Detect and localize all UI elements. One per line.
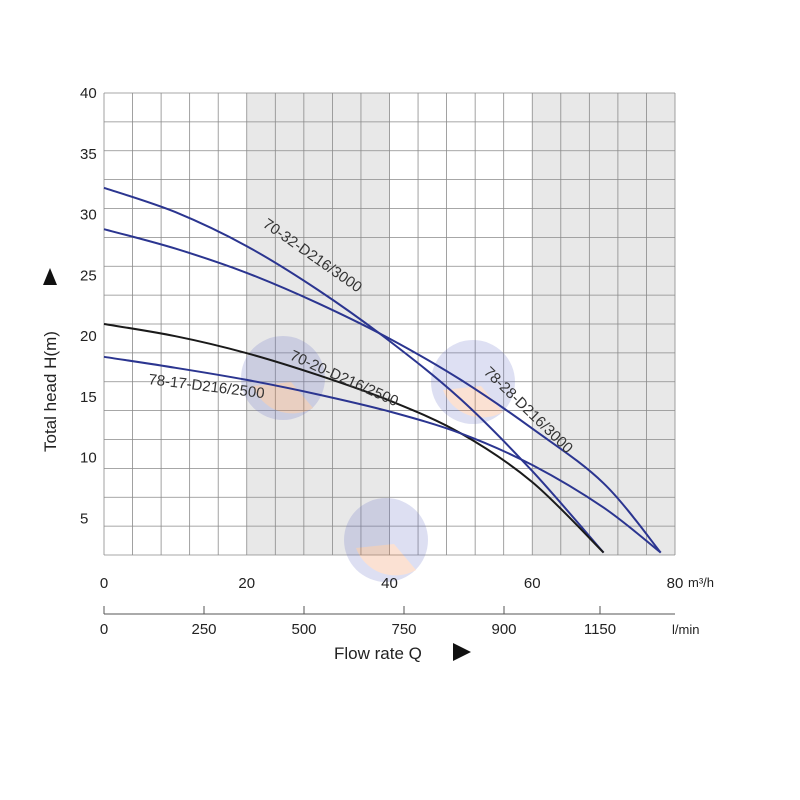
- x-tick-label: 0: [100, 575, 108, 592]
- x-axis-arrow-icon: [453, 643, 471, 661]
- y-tick-label: 20: [80, 328, 97, 345]
- x-unit-label: m³/h: [688, 575, 714, 590]
- watermark-logo: [431, 340, 515, 424]
- series-line: [103, 355, 662, 554]
- y-tick-label: 5: [80, 511, 88, 528]
- x-tick-label: 80: [667, 575, 684, 592]
- watermark-logo: [344, 498, 428, 582]
- y-tick-label: 30: [80, 207, 97, 224]
- y-tick-label: 40: [80, 85, 97, 102]
- x2-tick-label: 250: [191, 621, 216, 638]
- x2-tick-label: 750: [391, 621, 416, 638]
- watermark-logo: [241, 336, 325, 420]
- x-axis-title: Flow rate Q: [334, 644, 422, 663]
- x2-tick-label: 900: [491, 621, 516, 638]
- y-tick-label: 10: [80, 450, 97, 467]
- axes: 5 10 15 20 25 30 35 40 0 20 40 60 80 m³/h 0 250 500 750 90…: [41, 85, 714, 663]
- x-tick-label: 20: [238, 575, 255, 592]
- x2-tick-label: 500: [291, 621, 316, 638]
- grid: [103, 92, 676, 556]
- y-axis-arrow-icon: [43, 268, 57, 285]
- series-line: [103, 186, 605, 554]
- series-line: [103, 323, 605, 554]
- x-tick-label: 60: [524, 575, 541, 592]
- x2-tick-label: 1150: [584, 621, 616, 638]
- y-tick-label: 25: [80, 267, 97, 284]
- y-axis-title: Total head H(m): [41, 331, 60, 452]
- y-tick-label: 35: [80, 146, 97, 163]
- series-line: [103, 228, 662, 554]
- y-tick-label: 15: [80, 389, 97, 406]
- x2-tick-label: 0: [100, 621, 108, 638]
- x-tick-label: 40: [381, 575, 398, 592]
- x2-unit-label: l/min: [672, 622, 699, 637]
- curves: [103, 186, 662, 554]
